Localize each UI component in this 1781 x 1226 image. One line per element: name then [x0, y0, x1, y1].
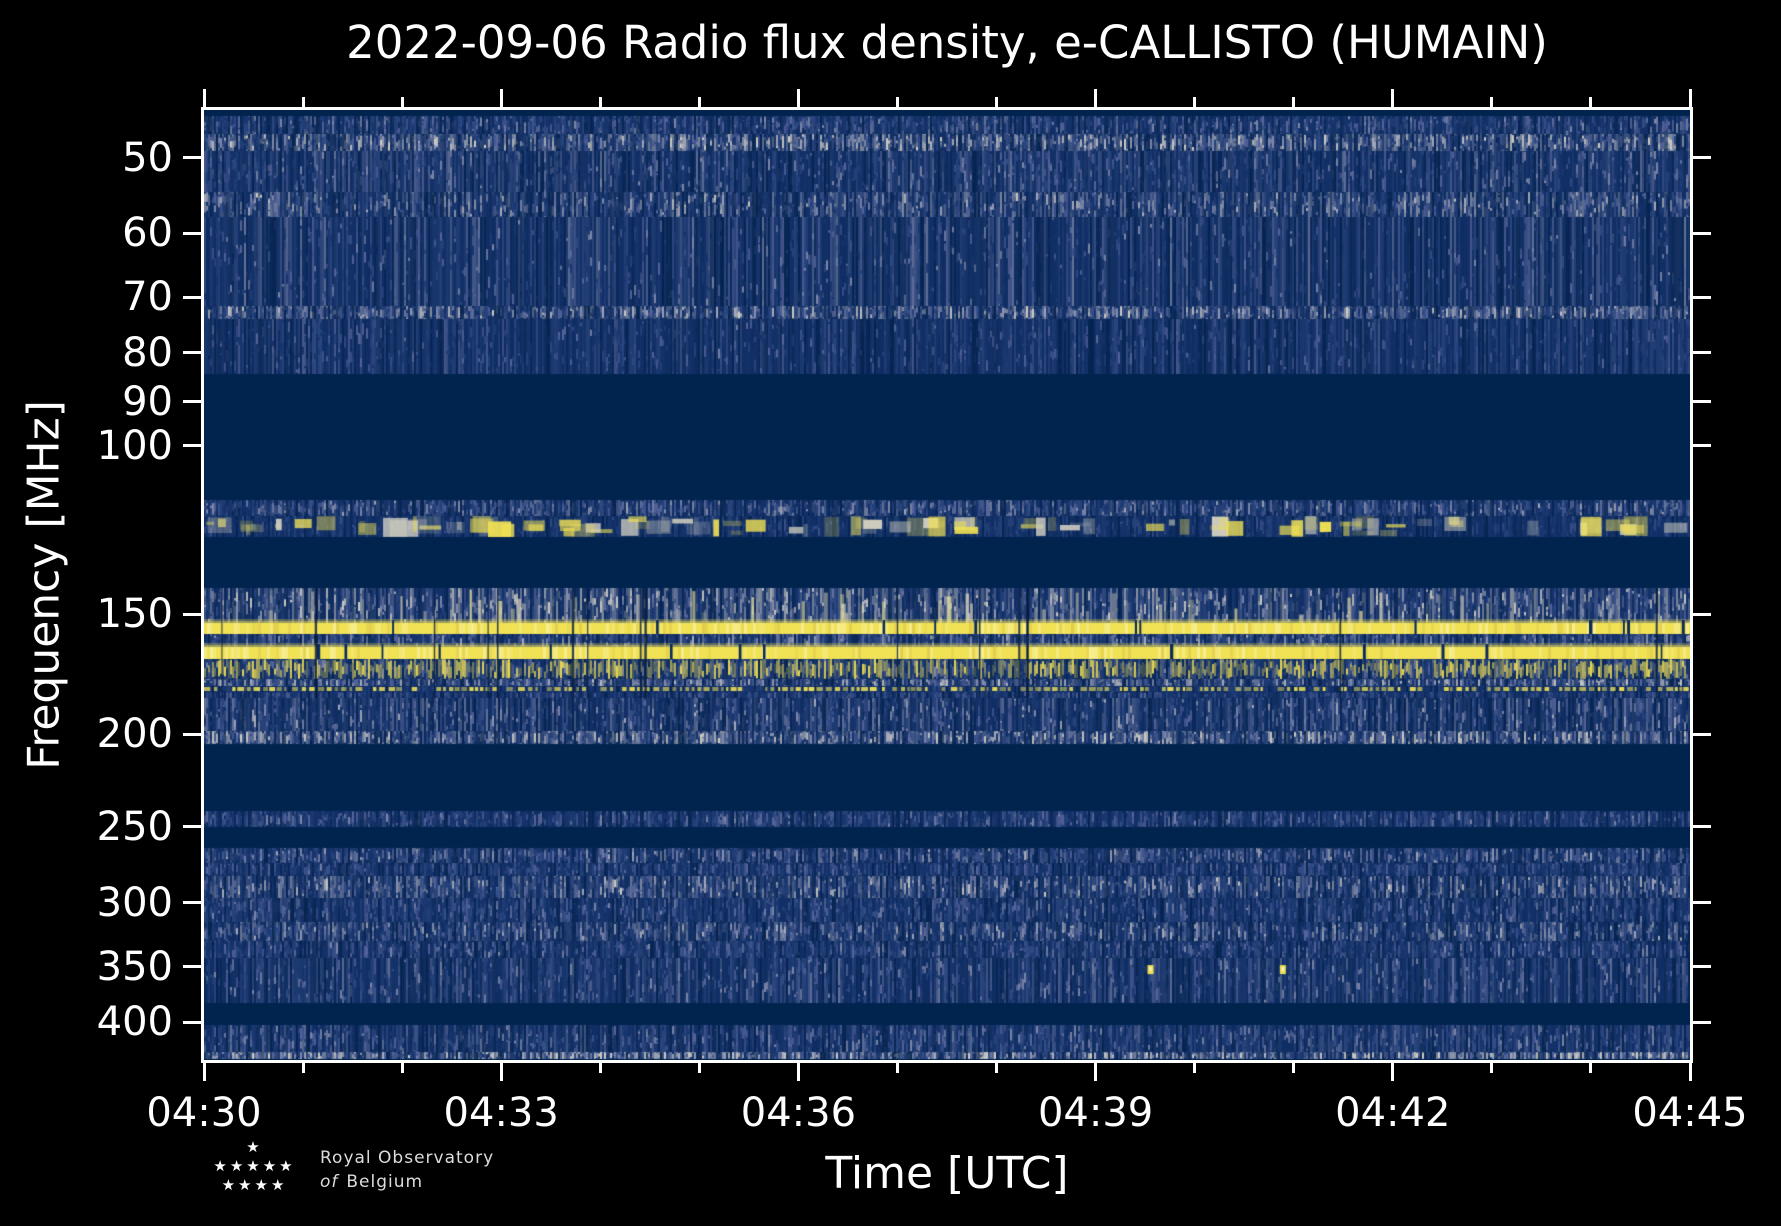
y-tick: [183, 400, 201, 404]
x-tick: [499, 1063, 503, 1081]
star-icon: ★: [246, 1138, 260, 1156]
star-icon: ★: [254, 1176, 268, 1194]
x-tick-top: [1391, 89, 1395, 107]
y-tick-right: [1693, 351, 1711, 355]
logo-text-line1: Royal Observatory: [320, 1148, 495, 1168]
star-icon: ★: [270, 1176, 285, 1194]
x-tick-top: [400, 97, 404, 107]
y-tick-right: [1693, 444, 1711, 448]
x-tick-top: [1292, 97, 1296, 107]
x-tick-top: [796, 89, 800, 107]
x-tick-top: [499, 89, 503, 107]
y-tick: [183, 351, 201, 355]
y-tick: [183, 231, 201, 235]
star-icon: ★: [238, 1176, 252, 1194]
y-tick-label: 50: [122, 134, 173, 181]
x-tick-top: [1589, 97, 1593, 107]
y-tick: [183, 732, 201, 736]
x-tick: [202, 1063, 206, 1081]
y-tick: [183, 612, 201, 616]
x-tick-top: [202, 89, 206, 107]
x-tick-label: 04:42: [1335, 1090, 1451, 1136]
x-tick: [1292, 1063, 1296, 1073]
y-tick: [183, 901, 201, 905]
y-tick-right: [1693, 825, 1711, 829]
star-icon: ★: [246, 1157, 260, 1175]
chart-title: 2022-09-06 Radio flux density, e-CALLIST…: [346, 16, 1548, 69]
y-tick-label: 60: [122, 210, 173, 257]
y-tick-label: 400: [96, 999, 173, 1046]
x-tick: [1094, 1063, 1098, 1081]
x-tick-top: [1490, 97, 1494, 107]
star-icon: ★: [213, 1157, 227, 1175]
x-tick: [400, 1063, 404, 1073]
logo-text-line2: of Belgium: [320, 1172, 494, 1192]
y-tick: [183, 965, 201, 969]
y-tick-label: 70: [122, 274, 173, 321]
y-tick-label: 90: [122, 378, 173, 425]
y-tick-right: [1693, 400, 1711, 404]
x-tick-top: [1094, 89, 1098, 107]
x-tick: [895, 1063, 899, 1073]
x-axis-label: Time [UTC]: [825, 1148, 1069, 1199]
logo-stars-icon: ★ ★ ★ ★ ★ ★ ★ ★ ★ ★: [210, 1138, 296, 1195]
x-tick-top: [301, 97, 305, 107]
logo-text-of: of: [320, 1172, 339, 1192]
y-tick-right: [1693, 612, 1711, 616]
x-tick-label: 04:30: [146, 1090, 262, 1136]
y-tick-label: 350: [96, 943, 173, 990]
x-tick: [1391, 1063, 1395, 1081]
x-tick-label: 04:39: [1037, 1090, 1154, 1136]
x-tick: [1589, 1063, 1593, 1073]
y-tick-label: 200: [96, 711, 173, 758]
y-tick-label: 250: [96, 803, 173, 850]
logo-star-row: ★ ★ ★ ★: [222, 1176, 285, 1195]
y-tick: [183, 295, 201, 299]
star-icon: ★: [229, 1157, 244, 1175]
y-axis-label: Frequency [MHz]: [18, 400, 70, 770]
x-tick: [1688, 1063, 1692, 1081]
logo-text-belgium: Belgium: [346, 1172, 424, 1192]
y-tick-right: [1693, 295, 1711, 299]
y-tick-label: 150: [96, 591, 173, 638]
star-icon: ★: [262, 1157, 277, 1175]
logo-star-row: ★: [246, 1138, 259, 1157]
x-tick-top: [1193, 97, 1197, 107]
x-tick-top: [697, 97, 701, 107]
x-tick: [598, 1063, 602, 1073]
x-tick: [995, 1063, 999, 1073]
spectrogram-canvas: [204, 110, 1690, 1060]
y-tick: [183, 444, 201, 448]
y-tick-label: 80: [122, 329, 173, 376]
x-tick: [301, 1063, 305, 1073]
y-tick-right: [1693, 1020, 1711, 1024]
y-tick-right: [1693, 231, 1711, 235]
y-tick-right: [1693, 732, 1711, 736]
y-tick-label: 100: [96, 422, 173, 469]
observatory-logo: ★ ★ ★ ★ ★ ★ ★ ★ ★ ★ Royal Observatory of Belgium: [210, 1138, 494, 1195]
y-tick-label: 300: [96, 879, 173, 926]
x-tick: [1490, 1063, 1494, 1073]
star-icon: ★: [221, 1176, 236, 1194]
y-tick: [183, 1020, 201, 1024]
star-icon: ★: [279, 1157, 293, 1175]
x-tick: [796, 1063, 800, 1081]
x-tick-top: [1688, 89, 1692, 107]
x-tick-top: [995, 97, 999, 107]
x-tick-top: [895, 97, 899, 107]
y-tick-right: [1693, 156, 1711, 160]
x-tick: [1193, 1063, 1197, 1073]
x-tick-label: 04:36: [740, 1090, 857, 1136]
logo-text: Royal Observatory of Belgium: [320, 1148, 494, 1192]
x-tick-label: 04:45: [1632, 1090, 1748, 1136]
x-tick: [697, 1063, 701, 1073]
x-tick-label: 04:33: [443, 1090, 559, 1136]
y-tick-right: [1693, 965, 1711, 969]
y-tick: [183, 825, 201, 829]
x-tick-top: [598, 97, 602, 107]
y-tick-right: [1693, 901, 1711, 905]
y-tick: [183, 156, 201, 160]
logo-star-row: ★ ★ ★ ★ ★: [213, 1157, 292, 1176]
